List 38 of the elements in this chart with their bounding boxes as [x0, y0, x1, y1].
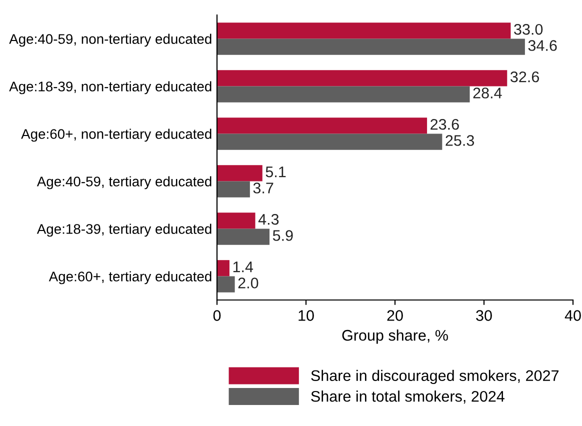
bar	[217, 86, 470, 102]
bar	[217, 70, 508, 86]
data-label: 4.3	[258, 214, 279, 225]
data-label: 3.7	[253, 182, 274, 194]
data-label: 34.6	[528, 40, 557, 51]
data-label: 23.6	[430, 118, 459, 130]
y-tick-label: Age:60+, tertiary educated	[48, 271, 212, 284]
x-tick-label: 0	[213, 310, 221, 321]
x-tick-label: 10	[298, 310, 314, 321]
data-label: 5.1	[266, 166, 286, 178]
data-label: 25.3	[446, 135, 474, 146]
bar	[217, 38, 525, 55]
x-tick-label: 20	[387, 310, 403, 321]
y-tick-label: Age:18-39, tertiary educated	[36, 224, 212, 237]
y-tick-label: Age:60+, non-tertiary educated	[21, 128, 212, 142]
bar	[217, 228, 270, 245]
bar	[217, 276, 235, 292]
bar	[217, 165, 262, 182]
x-tick-label: 30	[476, 310, 492, 321]
data-label: 5.9	[272, 230, 293, 241]
y-tick-label: Age:18-39, non-tertiary educated	[9, 81, 212, 94]
bar	[217, 134, 442, 150]
data-label: 1.4	[233, 262, 254, 272]
y-tick-label: Age:40-59, tertiary educated	[36, 176, 212, 190]
data-label: 33.0	[514, 24, 543, 35]
data-label: 28.4	[473, 88, 502, 98]
x-axis-title: Group share, %	[342, 330, 448, 344]
bar	[217, 118, 428, 134]
bar	[217, 22, 511, 39]
data-label: 32.6	[510, 71, 539, 82]
legend-label: Share in discouraged smokers, 2027	[311, 370, 558, 384]
y-tick-label: Age:40-59, non-tertiary educated	[9, 34, 212, 47]
data-label: 2.0	[238, 278, 258, 288]
bar	[217, 260, 230, 276]
x-tick-label: 40	[564, 310, 581, 321]
legend-label: Share in total smokers, 2024	[311, 390, 504, 404]
bar	[217, 181, 250, 198]
bar	[217, 212, 256, 229]
